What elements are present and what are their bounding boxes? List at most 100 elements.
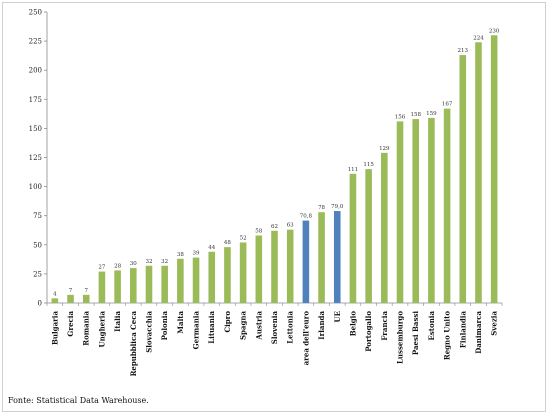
data-label-13: 58: [255, 228, 262, 234]
x-tick-label-22: Lussemburgo: [396, 311, 405, 364]
data-label-3: 27: [98, 265, 105, 271]
x-tick-label-12: Spagna: [239, 311, 248, 340]
y-tick-label: 50: [33, 241, 42, 249]
y-tick-label: 25: [33, 270, 42, 278]
y-tick-label: 75: [33, 212, 42, 220]
x-tick-label-2: Romania: [82, 311, 91, 346]
bar-8: [177, 258, 184, 303]
data-labels: 4 7 7 27 28 30 32 32 38 39 44 48 52 58 62 63 70,8 78 79,0 1…: [53, 28, 500, 297]
y-tick-label: 175: [29, 96, 42, 104]
x-tick-label-19: Belgio: [348, 311, 357, 337]
bar-6: [145, 265, 153, 303]
bar-1: [67, 294, 74, 303]
x-tick-label-21: Francia: [380, 311, 389, 341]
bar-5: [129, 268, 137, 303]
x-tick-label-28: Svezia: [490, 311, 499, 336]
x-tick-label-7: Polonia: [160, 311, 169, 341]
data-label-11: 48: [224, 240, 231, 246]
data-label-2: 7: [84, 288, 88, 294]
bar-10: [208, 251, 216, 303]
bar-9: [192, 257, 200, 303]
x-tick-label-23: Paesi Bassi: [411, 311, 420, 355]
y-tick-label: 150: [29, 125, 42, 133]
bar-3: [98, 271, 106, 303]
data-label-28: 230: [489, 28, 500, 34]
y-tick-label: 125: [29, 154, 42, 162]
bar-25: [443, 108, 451, 303]
x-tick-label-8: Malta: [176, 311, 185, 334]
data-label-24: 159: [426, 111, 437, 117]
data-label-25: 167: [442, 102, 453, 108]
x-tick-label-4: Italia: [113, 311, 122, 332]
bar-18: [333, 211, 341, 303]
bar-24: [428, 117, 435, 303]
data-label-26: 213: [458, 48, 469, 54]
y-tick-label: 200: [29, 67, 42, 75]
data-label-18: 79,0: [331, 204, 344, 210]
data-label-21: 129: [379, 146, 390, 152]
data-label-7: 32: [161, 259, 168, 265]
x-tick-label-0: Bulgaria: [50, 311, 59, 345]
x-tick-label-24: Estonia: [427, 311, 436, 341]
x-tick-label-16: area dell'euro: [301, 311, 310, 366]
bars: [51, 35, 498, 304]
data-label-16: 70,8: [300, 214, 313, 220]
y-tick-label: 250: [29, 9, 42, 17]
chart-frame: [2, 2, 546, 412]
x-tick-label-9: Germania: [192, 311, 201, 350]
x-tick-label-27: Danimarca: [474, 311, 483, 354]
bar-27: [475, 42, 482, 303]
bar-28: [490, 35, 498, 303]
x-axis-labels: Bulgaria Grecia Romania Ungheria Italia Repub…: [46, 303, 503, 377]
data-label-19: 111: [348, 167, 359, 173]
source-note: Fonte: Statistical Data Warehouse.: [8, 396, 149, 405]
y-axis: 0 25 50 75 100 125 150 175 200 225 250: [29, 9, 502, 308]
x-tick-label-26: Finlandia: [458, 311, 467, 349]
data-label-20: 115: [363, 162, 374, 168]
bar-23: [412, 119, 420, 303]
bar-11: [224, 247, 231, 303]
bar-12: [239, 242, 247, 303]
bar-26: [459, 55, 467, 304]
x-tick-label-13: Austria: [254, 311, 263, 341]
bar-22: [396, 121, 404, 303]
y-tick-label: 0: [38, 300, 42, 308]
bar-21: [381, 152, 388, 303]
data-label-22: 156: [395, 114, 406, 120]
bar-15: [286, 229, 294, 303]
data-label-15: 63: [287, 223, 294, 229]
y-tick-label: 225: [29, 38, 42, 46]
data-label-12: 52: [240, 235, 247, 241]
data-label-8: 38: [177, 252, 184, 258]
x-tick-label-20: Portogallo: [364, 311, 373, 352]
x-tick-label-18: UE: [333, 311, 342, 322]
bar-17: [318, 212, 325, 303]
x-tick-label-5: Repubblica Ceca: [129, 311, 138, 377]
data-label-9: 39: [193, 251, 200, 257]
x-tick-label-14: Slovenia: [270, 311, 279, 345]
x-tick-label-3: Ungheria: [97, 311, 106, 348]
data-label-27: 224: [473, 35, 484, 41]
data-label-17: 78: [318, 205, 325, 211]
data-label-0: 4: [53, 291, 57, 297]
x-tick-label-15: Lettonia: [286, 311, 295, 344]
bar-13: [255, 235, 263, 303]
data-label-6: 32: [145, 259, 152, 265]
data-label-4: 28: [114, 263, 121, 269]
data-label-10: 44: [208, 245, 215, 251]
bar-0: [51, 298, 59, 303]
data-label-23: 158: [410, 112, 421, 118]
x-tick-label-1: Grecia: [66, 311, 75, 337]
x-tick-label-25: Regno Unito: [443, 311, 452, 360]
bar-20: [365, 169, 372, 303]
data-label-1: 7: [69, 288, 73, 294]
bar-14: [271, 230, 278, 303]
bar-7: [161, 265, 168, 303]
y-tick-label: 100: [29, 183, 42, 191]
data-label-14: 62: [271, 224, 278, 230]
x-tick-label-6: Slovacchia: [144, 311, 153, 353]
bar-2: [82, 294, 90, 303]
data-label-5: 30: [130, 261, 137, 267]
x-tick-label-11: Cipro: [223, 311, 232, 333]
